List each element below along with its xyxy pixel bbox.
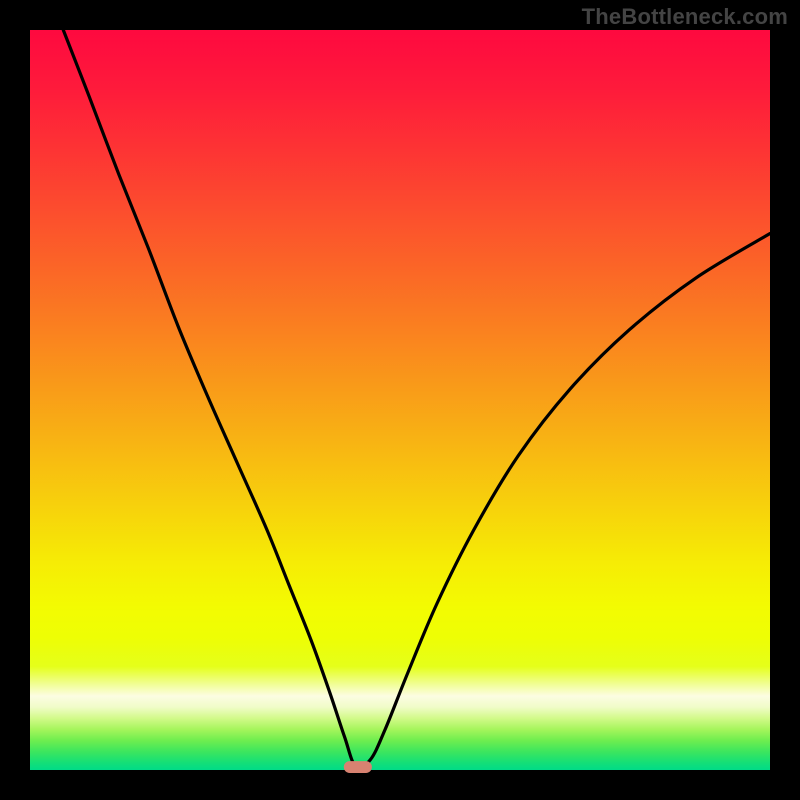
chart-background — [30, 30, 770, 770]
bottleneck-chart: TheBottleneck.com — [0, 0, 800, 800]
chart-svg — [0, 0, 800, 800]
optimal-marker — [344, 761, 372, 773]
